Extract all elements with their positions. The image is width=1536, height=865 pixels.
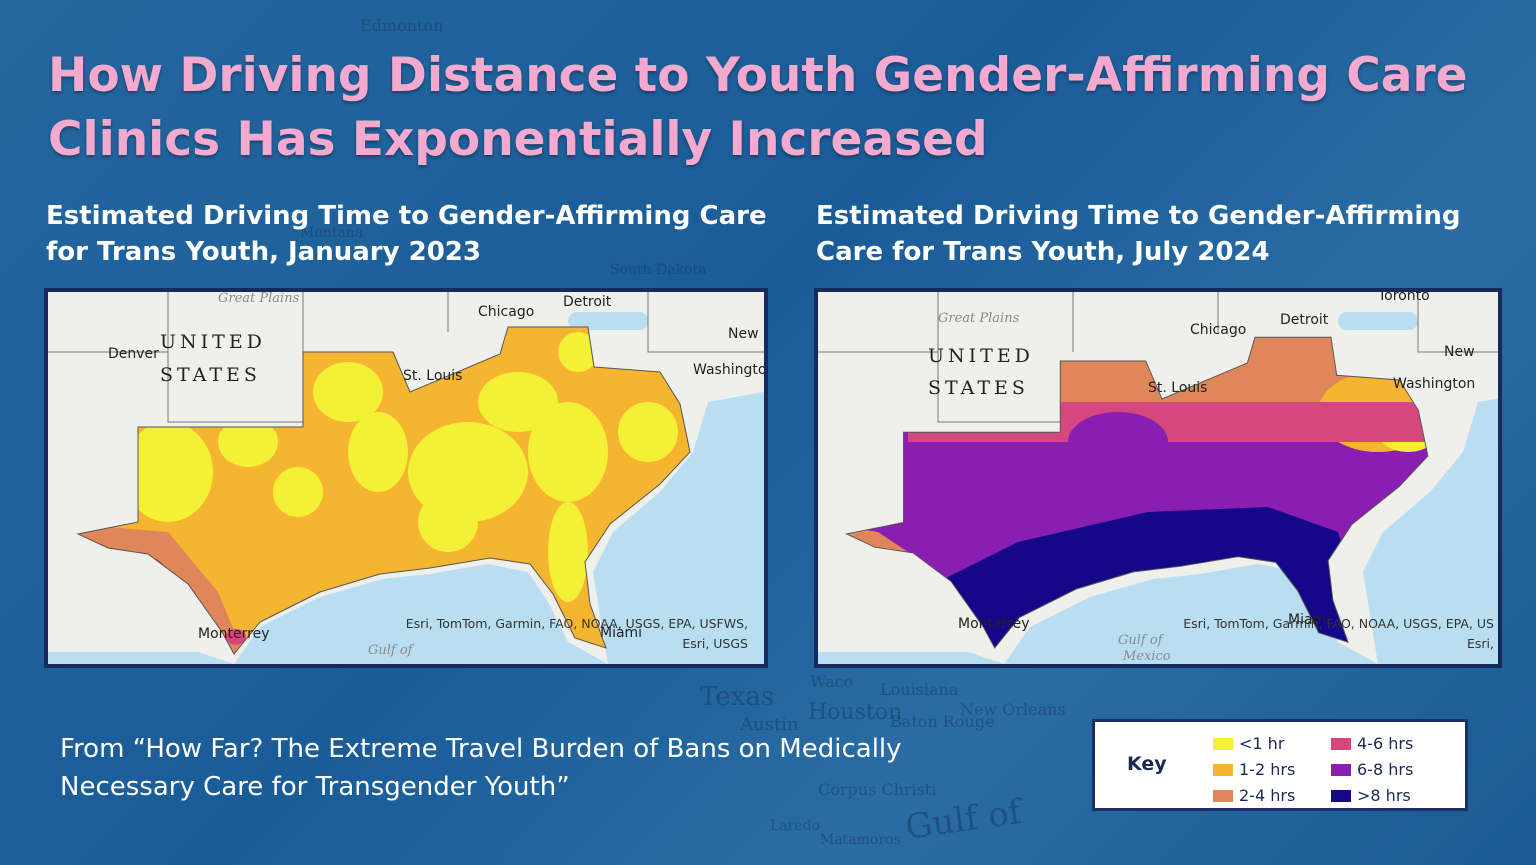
lake <box>1338 312 1418 330</box>
map: Great Plains Chicago Detroit Toronto UNITED S… <box>818 292 1498 664</box>
background-label: Corpus Christi <box>818 780 937 799</box>
borders <box>818 292 1498 423</box>
panel-title: Estimated Driving Time to Gender-Affirmi… <box>46 201 767 267</box>
title: How Driving Distance to Youth Gender-Aff… <box>48 48 1468 167</box>
legend-swatch <box>1331 790 1351 802</box>
zone <box>273 467 323 517</box>
legend-label: <1 hr <box>1239 734 1285 753</box>
legend-label: 2-4 hrs <box>1239 786 1296 805</box>
map-label: Detroit <box>1280 312 1329 328</box>
background-label: Austin <box>740 714 799 735</box>
map-label: Gulf of <box>1118 633 1165 648</box>
map-label: Great Plains <box>218 292 300 306</box>
panel-title: Estimated Driving Time to Gender-Affirmi… <box>816 201 1461 267</box>
ocean <box>818 398 1498 664</box>
background-label: Laredo <box>770 818 821 834</box>
map-label: Monterrey <box>198 626 269 642</box>
legend: Key <1 hr 1-2 hrs 2-4 hrs 4-6 hrs 6-8 hrs >8 h… <box>1092 719 1468 811</box>
map-label: Detroit <box>563 294 612 310</box>
map-frame: Great Plains Chicago Detroit Toronto UNITED S… <box>814 288 1502 668</box>
map-label: Toronto <box>1377 292 1430 304</box>
map-frame: Great Plains Chicago Detroit Denver UNITED ST… <box>44 288 768 668</box>
legend-label: 6-8 hrs <box>1357 760 1414 779</box>
map-label: New <box>1444 344 1475 360</box>
legend-label: 4-6 hrs <box>1357 734 1414 753</box>
attribution: Esri, USGS <box>682 636 748 651</box>
map-label: Chicago <box>1190 322 1246 338</box>
map-label: Mexico <box>1122 649 1171 664</box>
map-label: Monterrey <box>958 616 1029 632</box>
zone <box>348 412 408 492</box>
zone <box>478 372 558 432</box>
zone <box>218 417 278 467</box>
zone <box>548 502 588 602</box>
zone <box>618 402 678 462</box>
attribution: Esri, TomTom, Garmin, FAO, NOAA, USGS, E… <box>406 616 748 631</box>
lake <box>568 312 648 330</box>
region-outline <box>844 336 1429 649</box>
background-label: Montana <box>300 225 364 241</box>
map-label: Denver <box>108 346 159 362</box>
legend-swatch <box>1213 764 1233 776</box>
zone <box>418 492 478 552</box>
map-label: Great Plains <box>938 311 1020 326</box>
zone <box>313 362 383 422</box>
legend-swatch <box>1213 790 1233 802</box>
zone <box>123 422 213 522</box>
legend-title: Key <box>1127 753 1167 775</box>
map-label: STATES <box>160 364 261 386</box>
legend-swatch <box>1331 738 1351 750</box>
source-note: From “How Far? The Extreme Travel Burden… <box>60 734 902 802</box>
map-label: Miami <box>600 625 642 641</box>
map-label: St. Louis <box>1148 380 1207 396</box>
borders <box>48 292 764 423</box>
legend-swatch <box>1213 738 1233 750</box>
zone <box>558 332 598 372</box>
legend-swatch <box>1331 764 1351 776</box>
map-label: New <box>728 326 759 342</box>
background-label: Edmonton <box>360 16 444 35</box>
background-label: Baton Rouge <box>890 712 995 731</box>
region-outline <box>76 326 691 655</box>
legend-label: >8 hrs <box>1357 786 1411 805</box>
map-label: Chicago <box>478 304 534 320</box>
background-label: New Orleans <box>960 700 1066 719</box>
legend-label: 1-2 hrs <box>1239 760 1296 779</box>
background-label: Louisiana <box>880 680 959 699</box>
map-label: UNITED <box>928 345 1034 367</box>
zone <box>226 629 246 645</box>
background-label: Houston <box>808 700 903 725</box>
background-label: Waco <box>810 672 854 691</box>
map-label: UNITED <box>160 331 266 353</box>
map-label: Miami <box>1288 612 1330 628</box>
background-label: Matamoros <box>820 832 901 848</box>
background-label: South Dakota <box>610 262 707 278</box>
map-label: Washington <box>1393 376 1475 392</box>
map-label: STATES <box>928 377 1029 399</box>
zone <box>528 402 608 502</box>
ocean <box>48 392 764 664</box>
zone <box>1068 412 1168 472</box>
background-label: Texas <box>700 682 775 712</box>
attribution: Esri, TomTom, Garmin, FAO, NOAA, USGS, E… <box>1183 616 1494 631</box>
attribution: Esri, <box>1467 636 1494 651</box>
map-label: St. Louis <box>403 368 462 384</box>
map-label: Washington <box>693 362 764 378</box>
map-label: Gulf of <box>368 643 415 658</box>
